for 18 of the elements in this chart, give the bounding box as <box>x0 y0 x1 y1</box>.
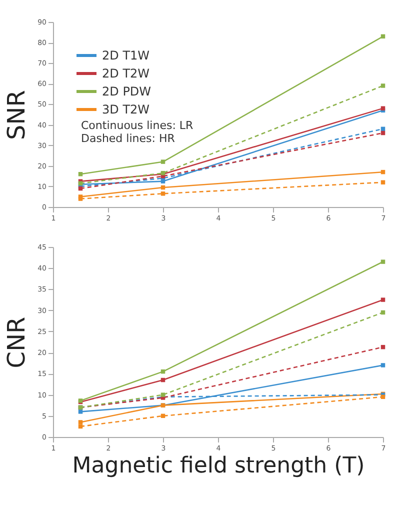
annotation: Continuous lines: LR <box>81 119 194 132</box>
annotation: Dashed lines: HR <box>81 132 176 145</box>
legend-label: 2D PDW <box>102 84 152 98</box>
point <box>78 420 83 424</box>
point <box>78 410 83 414</box>
y-axis-title: SNR <box>2 90 31 140</box>
point <box>380 180 386 184</box>
point <box>160 160 166 164</box>
point <box>380 260 386 264</box>
legend-label: 3D T2W <box>102 102 150 116</box>
legend-label: 2D T2W <box>102 66 150 80</box>
point <box>380 363 386 368</box>
point <box>380 298 386 302</box>
y-axis-title: CNR <box>2 316 31 368</box>
point <box>160 192 166 196</box>
point <box>380 84 386 88</box>
x-axis-title: Magnetic field strength (T) <box>72 454 365 478</box>
legend-label: 2D T1W <box>102 48 150 62</box>
